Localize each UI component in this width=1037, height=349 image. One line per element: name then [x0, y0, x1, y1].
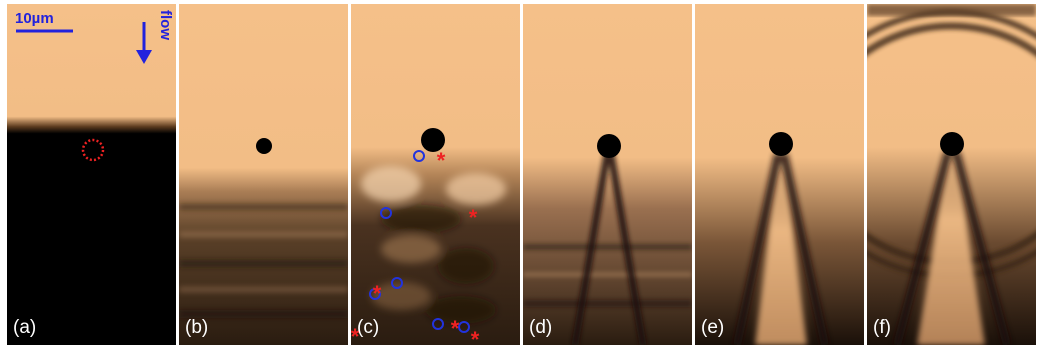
panel-label: (c)	[357, 317, 380, 338]
panel-b: (b)	[179, 4, 348, 345]
particle	[256, 138, 272, 154]
scale-label: 10µm	[15, 10, 54, 27]
particle-outline	[81, 138, 105, 162]
svg-text:*: *	[351, 324, 360, 345]
svg-text:*: *	[469, 205, 478, 230]
panel-f: (f)	[867, 4, 1036, 345]
flow-arrow-icon	[136, 50, 152, 64]
panel-d: (d)	[523, 4, 692, 345]
panel-label: (f)	[873, 317, 891, 338]
svg-text:*: *	[373, 281, 382, 306]
particle	[421, 128, 445, 152]
panel-c-image: * * * * * *	[351, 4, 520, 345]
panel-b-image	[179, 4, 348, 345]
panel-f-image	[867, 4, 1036, 345]
panel-d-image	[523, 4, 692, 345]
panel-label: (b)	[185, 317, 209, 338]
svg-text:*: *	[451, 316, 460, 341]
panel-e-image	[695, 4, 864, 345]
panel-a: 10µm flow (a)	[7, 4, 176, 345]
panel-a-image	[7, 4, 176, 345]
svg-text:*: *	[437, 148, 446, 173]
panel-label: (d)	[529, 317, 553, 338]
star-markers: * * * * * *	[351, 148, 480, 345]
svg-text:*: *	[471, 327, 480, 345]
circle-markers	[369, 150, 470, 333]
flow-label: flow	[157, 10, 174, 40]
panel-label: (a)	[13, 317, 37, 338]
panel-e: (e)	[695, 4, 864, 345]
particle	[769, 132, 793, 156]
particle	[940, 132, 964, 156]
particle	[597, 134, 621, 158]
panel-c: * * * * * * (c)	[351, 4, 520, 345]
panel-label: (e)	[701, 317, 725, 338]
